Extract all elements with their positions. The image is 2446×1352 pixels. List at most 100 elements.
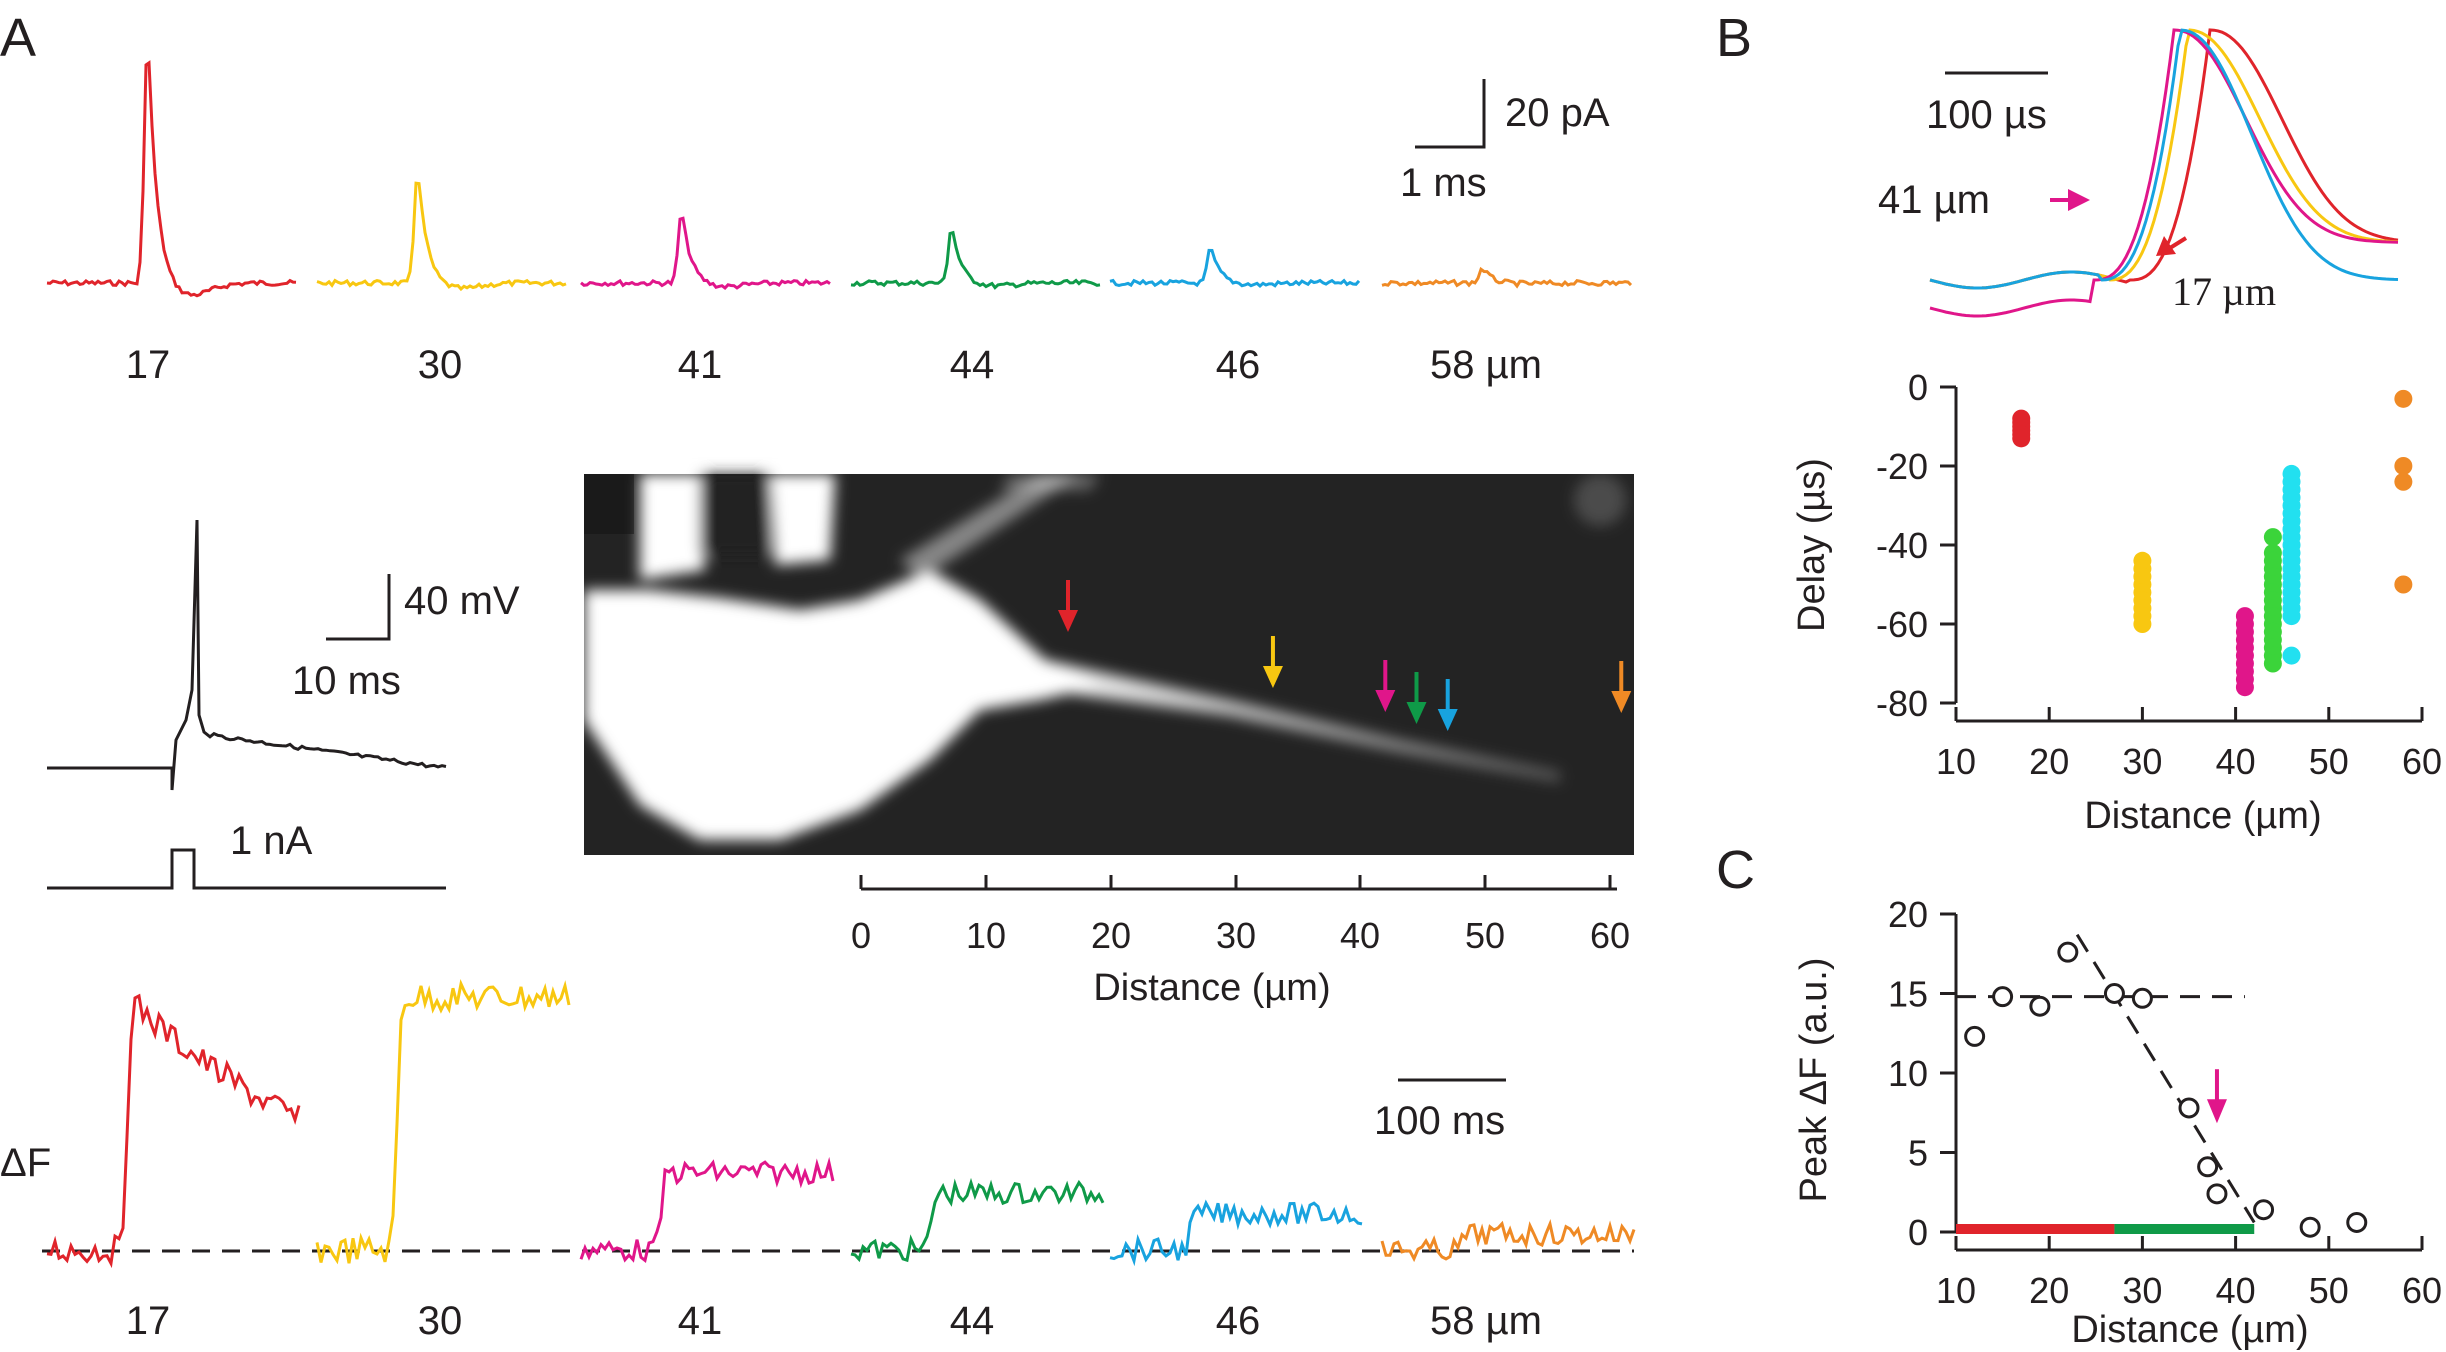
decline-fit-line — [2075, 933, 2256, 1224]
dF-trace-labels: 17 30 41 44 46 58 µm — [126, 1299, 1542, 1343]
ap-scale-bar: 40 mV 10 ms — [292, 574, 520, 703]
current-label-30: 30 — [418, 343, 463, 387]
delay-point — [2263, 654, 2282, 673]
image-axis-tick-50: 50 — [1465, 915, 1505, 956]
stimulus-trace: 1 nA — [47, 819, 446, 890]
peak-ylabel: Peak ΔF (a.u.) — [1793, 957, 1835, 1202]
dF-scale-label: 100 ms — [1374, 1099, 1505, 1143]
peak-ytick: 0 — [1908, 1212, 1928, 1253]
delay-point — [2133, 615, 2152, 633]
current-label-44: 44 — [950, 343, 995, 387]
current-traces — [46, 60, 1633, 298]
action-potential-trace — [47, 519, 447, 791]
region-bar-red — [1956, 1224, 2115, 1234]
waveform-scale-bar: 100 µs — [1926, 71, 2048, 137]
current-trace — [850, 230, 1101, 290]
delay-ytick: -80 — [1876, 683, 1928, 724]
current-trace — [580, 216, 831, 291]
peak-point — [2346, 1211, 2368, 1233]
panel-c-label: C — [1716, 840, 1755, 900]
waveform-annotations: 41 µm 17 µm — [1878, 178, 2276, 314]
ap-scale-y: 40 mV — [404, 579, 520, 623]
position-arrow-icon — [1611, 661, 1632, 713]
delay-xlabel: Distance (µm) — [2084, 795, 2321, 837]
threshold-arrow-icon — [2206, 1069, 2227, 1124]
dF-trace — [315, 978, 571, 1265]
peak-ytick: 15 — [1888, 974, 1928, 1015]
position-arrow-icon — [1262, 636, 1283, 688]
peak-point — [2197, 1156, 2219, 1178]
current-label-41: 41 — [678, 343, 723, 387]
image-axis-tick-30: 30 — [1216, 915, 1256, 956]
peak-xtick: 60 — [2402, 1270, 2442, 1311]
neuron-image — [584, 474, 1634, 855]
current-label-46: 46 — [1216, 343, 1261, 387]
delay-xtick: 40 — [2216, 741, 2256, 782]
dF-trace — [850, 1177, 1105, 1263]
dF-traces — [46, 978, 1636, 1269]
current-scale-y: 20 pA — [1505, 91, 1610, 135]
delay-xtick: 50 — [2309, 741, 2349, 782]
dF-scale-bar: 100 ms — [1374, 1078, 1506, 1143]
delay-xtick: 20 — [2029, 741, 2069, 782]
current-label-17: 17 — [126, 343, 171, 387]
peak-xtick: 10 — [1936, 1270, 1976, 1311]
peak-point — [2206, 1183, 2228, 1205]
label-17um: 17 µm — [2172, 269, 2276, 314]
peak-ytick: 20 — [1888, 894, 1928, 935]
peak-xtick: 20 — [2029, 1270, 2069, 1311]
dF-label-44: 44 — [950, 1299, 995, 1343]
ap-scale-x: 10 ms — [292, 659, 401, 703]
dF-label-46: 46 — [1216, 1299, 1261, 1343]
delay-point — [2394, 457, 2413, 475]
peak-ytick: 5 — [1908, 1133, 1928, 1174]
peak-dF-chart: 0 5 10 15 20 10 20 30 40 50 60 Distance (µm) Peak … — [1793, 894, 2442, 1351]
waveform — [1929, 28, 2399, 318]
peak-point — [2029, 995, 2051, 1017]
image-axis-label: Distance (µm) — [1093, 967, 1330, 1009]
dF-trace — [46, 993, 301, 1269]
delay-point — [2012, 429, 2031, 448]
dF-trace — [1380, 1218, 1636, 1263]
delay-point — [2235, 678, 2254, 697]
dF-label-58: 58 µm — [1430, 1299, 1542, 1343]
peak-point — [2253, 1199, 2275, 1221]
image-axis-tick-10: 10 — [966, 915, 1006, 956]
delay-point — [2263, 528, 2282, 547]
image-arrows — [1058, 580, 1632, 731]
stimulus-label: 1 nA — [230, 819, 313, 863]
position-arrow-icon — [1437, 679, 1458, 731]
current-trace-labels: 17 30 41 44 46 58 µm — [126, 343, 1542, 387]
current-trace — [1109, 248, 1361, 289]
current-trace — [46, 60, 297, 298]
position-arrow-icon — [1406, 672, 1427, 724]
delay-point — [2394, 575, 2413, 594]
delay-ytick: 0 — [1908, 367, 1928, 408]
peak-xtick: 30 — [2122, 1270, 2162, 1311]
peak-point — [2131, 987, 2153, 1009]
arrow-17um-icon — [2156, 236, 2176, 256]
region-bar-green — [2114, 1224, 2255, 1234]
image-axis-tick-40: 40 — [1340, 915, 1380, 956]
dF-trace — [579, 1156, 835, 1264]
peak-point — [2057, 941, 2079, 963]
delay-xtick: 60 — [2402, 741, 2442, 782]
image-axis-tick-0: 0 — [851, 915, 871, 956]
peak-point — [2178, 1097, 2200, 1119]
arrow-41um-icon — [2068, 189, 2090, 211]
label-41um: 41 µm — [1878, 178, 1990, 222]
panel-a-label: A — [0, 8, 36, 68]
peak-point — [1964, 1025, 1986, 1047]
dF-label-30: 30 — [418, 1299, 463, 1343]
delay-xtick: 10 — [1936, 741, 1976, 782]
waveform — [1929, 28, 2399, 290]
peak-xlabel: Distance (µm) — [2071, 1309, 2308, 1351]
peak-ytick: 10 — [1888, 1053, 1928, 1094]
image-axis-tick-60: 60 — [1590, 915, 1630, 956]
delay-ytick: -20 — [1876, 446, 1928, 487]
waveform-scale-label: 100 µs — [1926, 93, 2047, 137]
delay-point — [2394, 472, 2413, 491]
peak-point — [2103, 983, 2125, 1004]
delay-point — [2394, 389, 2413, 408]
